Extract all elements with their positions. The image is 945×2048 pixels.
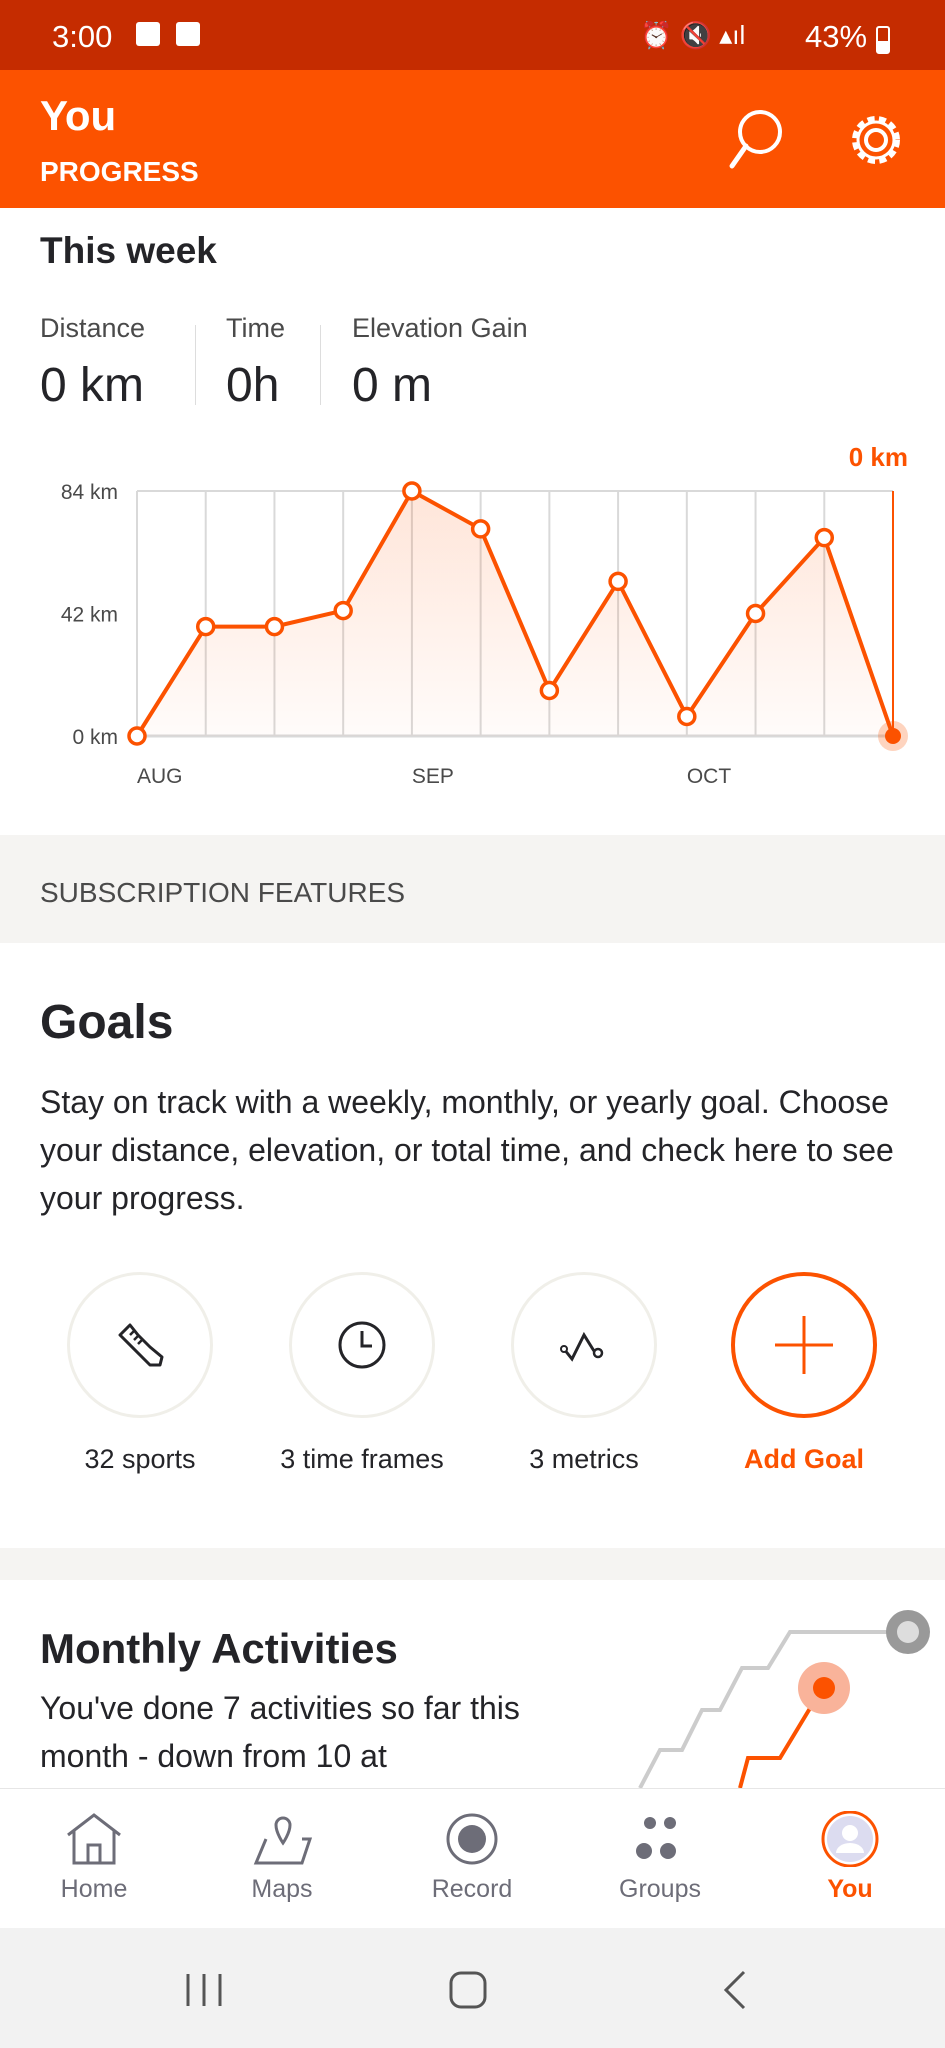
data-point <box>195 616 216 637</box>
time-frames-label: 3 time frames <box>280 1444 444 1474</box>
subscription-label: SUBSCRIPTION FEATURES <box>40 877 406 908</box>
x-tick-label: OCT <box>687 765 732 788</box>
nav-you-label: You <box>827 1875 873 1903</box>
time-label: Time <box>226 313 285 343</box>
data-point <box>885 728 901 744</box>
nav-home[interactable]: Home <box>14 1789 174 1929</box>
page-subtitle: PROGRESS <box>40 156 199 187</box>
y-tick-label: 0 km <box>72 726 118 749</box>
elevation-value: 0 m <box>352 359 433 412</box>
avatar-icon <box>821 1811 879 1867</box>
alarm-mute-wifi-signal-icons: ⏰ 🔇 ▴ıl <box>640 20 746 50</box>
data-point <box>470 519 491 539</box>
time-frames-goal-button[interactable] <box>289 1272 435 1418</box>
clock-icon <box>338 1321 386 1369</box>
nav-you[interactable]: You <box>770 1789 930 1929</box>
time-value: 0h <box>226 359 280 412</box>
home-icon <box>67 1813 121 1865</box>
record-icon <box>446 1813 498 1865</box>
search-icon[interactable] <box>726 106 786 172</box>
nav-maps-label: Maps <box>251 1875 313 1903</box>
nav-record[interactable]: Record <box>392 1789 552 1929</box>
system-nav-bar <box>0 1928 945 2048</box>
divider <box>195 325 196 405</box>
sports-label: 32 sports <box>84 1444 196 1474</box>
x-tick-label: SEP <box>412 765 454 788</box>
page-title: You <box>40 92 117 139</box>
status-bar: 3:00 ⏰ 🔇 ▴ıl 43% <box>0 0 945 70</box>
data-point <box>539 680 560 701</box>
data-point <box>814 527 835 548</box>
sports-goal-button[interactable] <box>67 1272 213 1418</box>
y-tick-label: 42 km <box>61 604 118 627</box>
bottom-nav: Home Maps Record Groups You <box>0 1788 945 1928</box>
this-week-title: This week <box>40 230 217 271</box>
current-distance-label: 0 km <box>849 442 908 472</box>
data-point <box>608 571 628 592</box>
subscription-features-band: SUBSCRIPTION FEATURES <box>0 835 945 943</box>
y-tick-label: 84 km <box>61 481 118 504</box>
app-header: You PROGRESS <box>0 70 945 208</box>
shoe-icon <box>118 1323 164 1367</box>
divider <box>320 325 321 405</box>
plus-icon <box>775 1316 833 1374</box>
metrics-label: 3 metrics <box>529 1444 639 1474</box>
nav-maps[interactable]: Maps <box>202 1789 362 1929</box>
section-divider <box>0 1548 945 1580</box>
x-tick-label: AUG <box>137 765 183 788</box>
data-point <box>402 481 422 501</box>
monthly-title[interactable]: Monthly Activities <box>40 1625 398 1672</box>
battery-percent: 43% <box>805 19 868 54</box>
status-time: 3:00 <box>52 19 113 54</box>
nav-home-label: Home <box>60 1875 128 1903</box>
settings-gear-icon[interactable] <box>846 110 906 170</box>
elevation-label: Elevation Gain <box>352 313 528 343</box>
nav-groups[interactable]: Groups <box>580 1789 740 1929</box>
metrics-goal-button[interactable] <box>511 1272 657 1418</box>
map-icon <box>253 1816 312 1865</box>
goals-title: Goals <box>40 996 174 1049</box>
login-icon <box>176 22 200 46</box>
back-icon[interactable] <box>720 1970 750 2010</box>
data-point <box>677 706 697 727</box>
monthly-text: You've done 7 activities so far this mon… <box>40 1690 520 1774</box>
data-point <box>745 603 766 624</box>
metric-icon <box>560 1331 604 1362</box>
nav-record-label: Record <box>431 1875 513 1903</box>
nav-groups-label: Groups <box>619 1875 701 1903</box>
monthly-activities-graphic <box>638 1610 930 1788</box>
groups-icon <box>636 1817 676 1859</box>
series-line <box>135 489 895 738</box>
distance-value: 0 km <box>40 359 145 412</box>
recents-icon[interactable] <box>184 1972 224 2008</box>
battery-icon <box>876 26 890 54</box>
data-point <box>333 600 353 621</box>
goals-description: Stay on track with a weekly, monthly, or… <box>40 1084 894 1216</box>
home-button-icon[interactable] <box>448 1970 488 2010</box>
data-point <box>264 616 285 637</box>
add-goal-button[interactable] <box>731 1272 877 1418</box>
distance-label: Distance <box>40 313 146 343</box>
weekly-distance-chart[interactable]: 84 km 42 km 0 km AUG SEP OCT 0 km <box>0 430 945 800</box>
add-goal-label[interactable]: Add Goal <box>744 1444 864 1474</box>
data-point <box>127 726 147 746</box>
check-icon <box>136 22 160 46</box>
